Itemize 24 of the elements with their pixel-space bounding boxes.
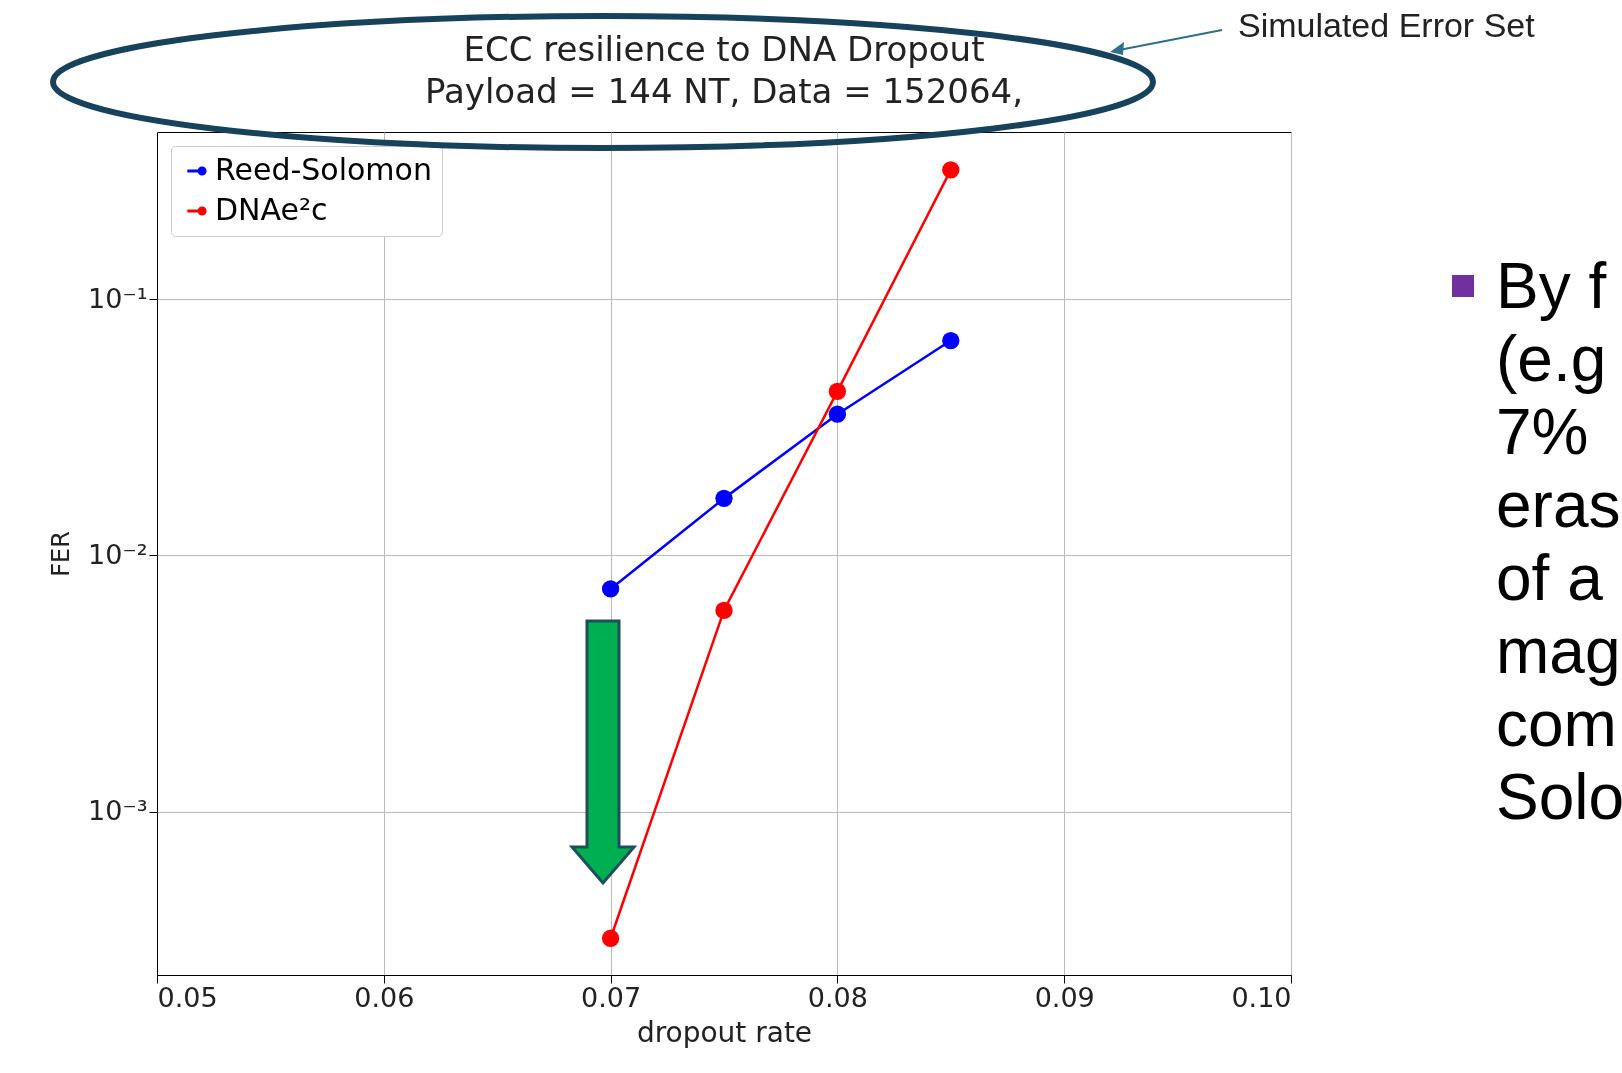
- text: eras: [1496, 469, 1622, 542]
- x-axis-title: dropout rate: [636, 1015, 813, 1049]
- y-tick-label: 10⁻³: [88, 795, 148, 827]
- text: 7%: [1496, 396, 1590, 469]
- y-tick-label: 10⁻¹: [88, 282, 148, 314]
- text: Solo: [1496, 761, 1622, 834]
- chart-subtitle: Payload = 144 NT, Data = 152064,: [424, 71, 1024, 111]
- x-tick-label: 0.06: [354, 981, 415, 1013]
- text: Simulated Error Set: [1238, 6, 1535, 45]
- text: com: [1496, 688, 1618, 761]
- text: mag: [1496, 615, 1622, 688]
- x-tick-label: 0.10: [1231, 981, 1292, 1013]
- chart-title: ECC resilience to DNA Dropout: [463, 29, 985, 69]
- legend-label: Reed-Solomon: [215, 152, 432, 187]
- x-tick-label: 0.07: [581, 981, 642, 1013]
- x-tick-label: 0.05: [157, 981, 218, 1013]
- legend-label: DNAe²c: [215, 192, 328, 227]
- text: By f: [1496, 250, 1608, 323]
- x-tick-label: 0.09: [1034, 981, 1095, 1013]
- text: (e.g: [1496, 323, 1608, 396]
- y-tick-label: 10⁻²: [88, 538, 148, 570]
- x-tick-label: 0.08: [807, 981, 868, 1013]
- text: of a: [1496, 542, 1604, 615]
- y-axis-title: FER: [47, 531, 76, 577]
